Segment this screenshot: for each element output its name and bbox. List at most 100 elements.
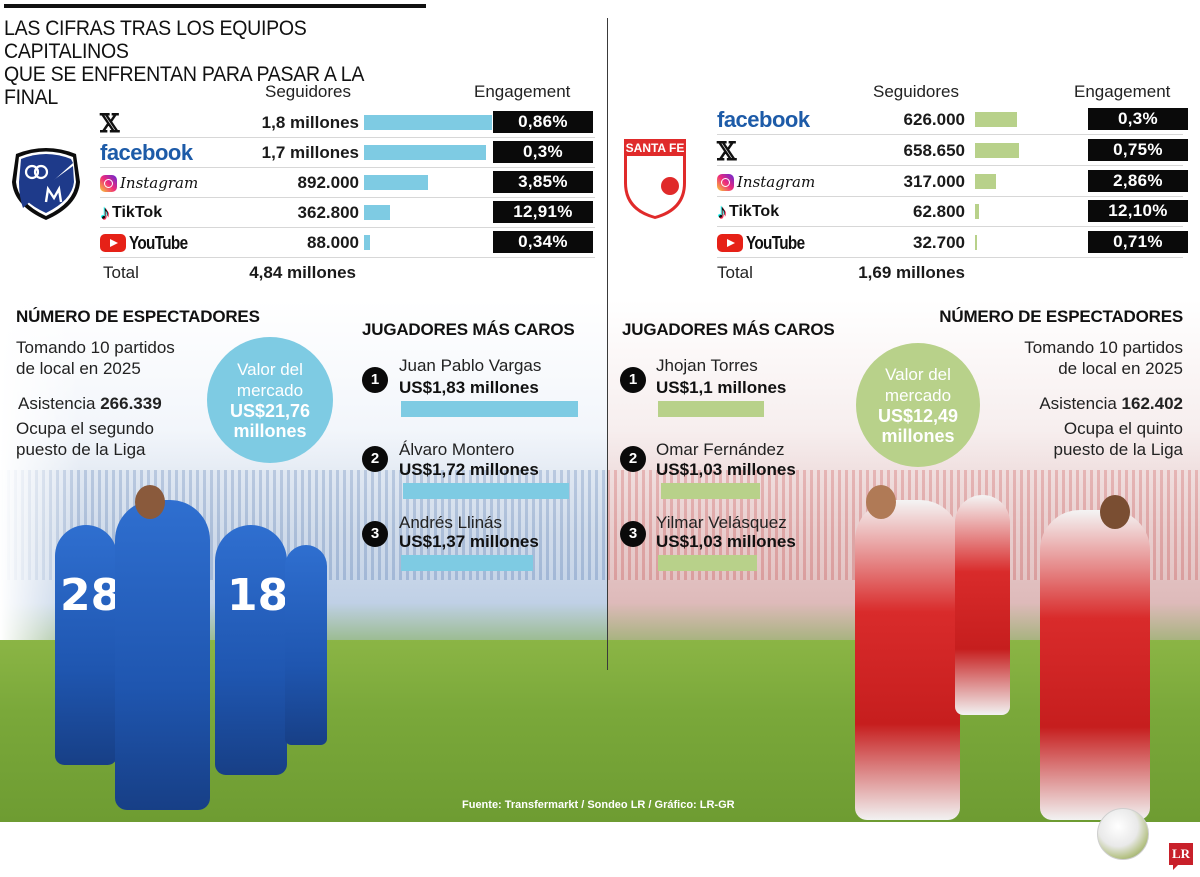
followers-value: 32.700 xyxy=(913,233,965,252)
instagram-glyph xyxy=(717,173,734,191)
top-rule xyxy=(4,4,426,8)
player-photo xyxy=(1040,510,1150,820)
player-photo: 18 xyxy=(215,525,288,775)
player-name: Omar Fernández xyxy=(656,440,785,459)
player-head xyxy=(135,485,165,519)
attendance-value: 266.339 xyxy=(100,394,162,413)
youtube-label: YouTube xyxy=(129,232,188,253)
youtube-glyph xyxy=(717,234,743,252)
context-line-2: de local en 2025 xyxy=(16,359,141,378)
followers-bar xyxy=(975,143,1019,158)
rank-line-2: puesto de la Liga xyxy=(1053,440,1184,459)
player-photo xyxy=(855,500,960,820)
player-value-bar xyxy=(401,555,533,571)
followers-bar xyxy=(364,175,428,190)
tiktok-icon: ♪ TikTok xyxy=(717,200,779,224)
player-value-bar xyxy=(658,555,757,571)
market-value-circle: Valor del mercado US$12,49 millones xyxy=(856,343,980,467)
player-name: Jhojan Torres xyxy=(656,356,758,375)
page-title: LAS CIFRAS TRAS LOS EQUIPOS CAPITALINOS … xyxy=(4,17,413,109)
table-row-facebook: facebook 626.000 0,3% xyxy=(717,105,1188,135)
youtube-glyph xyxy=(100,234,126,252)
total-value: 1,69 millones xyxy=(858,263,965,282)
facebook-icon: facebook xyxy=(717,107,810,132)
followers-bar xyxy=(975,235,977,250)
engagement-badge: 0,86% xyxy=(493,111,593,133)
total-value: 4,84 millones xyxy=(249,263,356,282)
player-name: Yilmar Velásquez xyxy=(656,513,787,532)
market-label-2: mercado xyxy=(236,381,304,400)
title-line-1: LAS CIFRAS TRAS LOS EQUIPOS CAPITALINOS xyxy=(4,17,307,63)
rank-line-1: Ocupa el segundo xyxy=(16,419,154,438)
player-value-bar xyxy=(658,401,764,417)
player-photo xyxy=(285,545,327,745)
spectators-context: Tomando 10 partidos de local en 2025 xyxy=(1024,337,1183,379)
followers-value: 1,8 millones xyxy=(261,113,359,132)
market-value-circle: Valor del mercado US$21,76 millones xyxy=(207,337,333,463)
player-value: US$1,1 millones xyxy=(656,378,787,397)
youtube-label: YouTube xyxy=(746,232,805,253)
table-row-youtube: YouTube 88.000 0,34% xyxy=(100,228,595,258)
instagram-label: Instagram xyxy=(737,173,816,191)
player-value-bar xyxy=(403,483,569,499)
followers-bar xyxy=(364,115,492,130)
league-rank: Ocupa el segundo puesto de la Liga xyxy=(16,418,154,460)
engagement-badge: 0,75% xyxy=(1088,139,1188,161)
followers-bar xyxy=(364,235,370,250)
engagement-badge: 2,86% xyxy=(1088,170,1188,192)
context-line-1: Tomando 10 partidos xyxy=(16,338,175,357)
attendance: Asistencia 266.339 xyxy=(18,393,162,414)
x-icon: 𝕏 xyxy=(717,139,736,164)
attendance-value: 162.402 xyxy=(1121,394,1183,413)
market-value: US$21,76 xyxy=(229,401,311,421)
table-row-youtube: YouTube 32.700 0,71% xyxy=(717,228,1188,258)
tiktok-glyph: ♪ xyxy=(100,202,110,224)
spectators-title: NÚMERO DE ESPECTADORES xyxy=(939,307,1183,326)
player-photo xyxy=(955,495,1010,715)
instagram-icon: Instagram xyxy=(100,171,198,195)
player-value: US$1,37 millones xyxy=(399,532,539,551)
spectators-title: NÚMERO DE ESPECTADORES xyxy=(16,307,260,326)
player-value-bar xyxy=(401,401,578,417)
facebook-icon: facebook xyxy=(100,140,193,165)
market-unit: millones xyxy=(881,426,955,446)
total-label: Total xyxy=(103,263,139,282)
followers-value: 362.800 xyxy=(297,203,359,222)
total-label: Total xyxy=(717,263,753,282)
followers-value: 626.000 xyxy=(903,110,965,129)
spectators-context: Tomando 10 partidos de local en 2025 xyxy=(16,337,175,379)
followers-bar xyxy=(975,204,979,219)
league-rank: Ocupa el quinto puesto de la Liga xyxy=(1054,418,1184,460)
facebook-logo: facebook xyxy=(717,107,810,132)
tiktok-glyph: ♪ xyxy=(717,201,727,223)
player-photo: 28 xyxy=(55,525,121,765)
attendance-label: Asistencia xyxy=(1039,394,1117,413)
title-line-2: QUE SE ENFRENTAN PARA PASAR A LA FINAL xyxy=(4,63,364,109)
engagement-header: Engagement xyxy=(474,82,571,101)
market-value: US$12,49 xyxy=(877,406,959,426)
engagement-badge: 3,85% xyxy=(493,171,593,193)
player-head xyxy=(1100,495,1130,529)
lr-logo-icon: LR xyxy=(1169,843,1193,870)
youtube-icon: YouTube xyxy=(100,231,198,255)
player-photo xyxy=(115,500,210,810)
player-value-bar xyxy=(661,483,760,499)
players-title: JUGADORES MÁS CAROS xyxy=(362,320,575,339)
followers-value: 658.650 xyxy=(903,141,965,160)
followers-header: Seguidores xyxy=(873,82,960,101)
x-icon: 𝕏 xyxy=(100,108,120,138)
tiktok-icon: ♪ TikTok xyxy=(100,201,162,225)
context-line-1: Tomando 10 partidos xyxy=(1024,338,1183,357)
players-title: JUGADORES MÁS CAROS xyxy=(622,320,835,339)
market-unit: millones xyxy=(233,421,307,441)
table-row-tiktok: ♪ TikTok 362.800 12,91% xyxy=(100,198,595,228)
engagement-badge: 12,91% xyxy=(493,201,593,223)
rank-line-2: puesto de la Liga xyxy=(16,440,146,459)
instagram-label: Instagram xyxy=(120,174,199,192)
market-label-1: Valor del xyxy=(885,365,951,384)
engagement-header: Engagement xyxy=(1074,82,1171,101)
youtube-icon: YouTube xyxy=(717,231,815,255)
market-label-1: Valor del xyxy=(237,360,303,379)
followers-bar xyxy=(975,112,1017,127)
x-logo: 𝕏 xyxy=(100,108,120,138)
